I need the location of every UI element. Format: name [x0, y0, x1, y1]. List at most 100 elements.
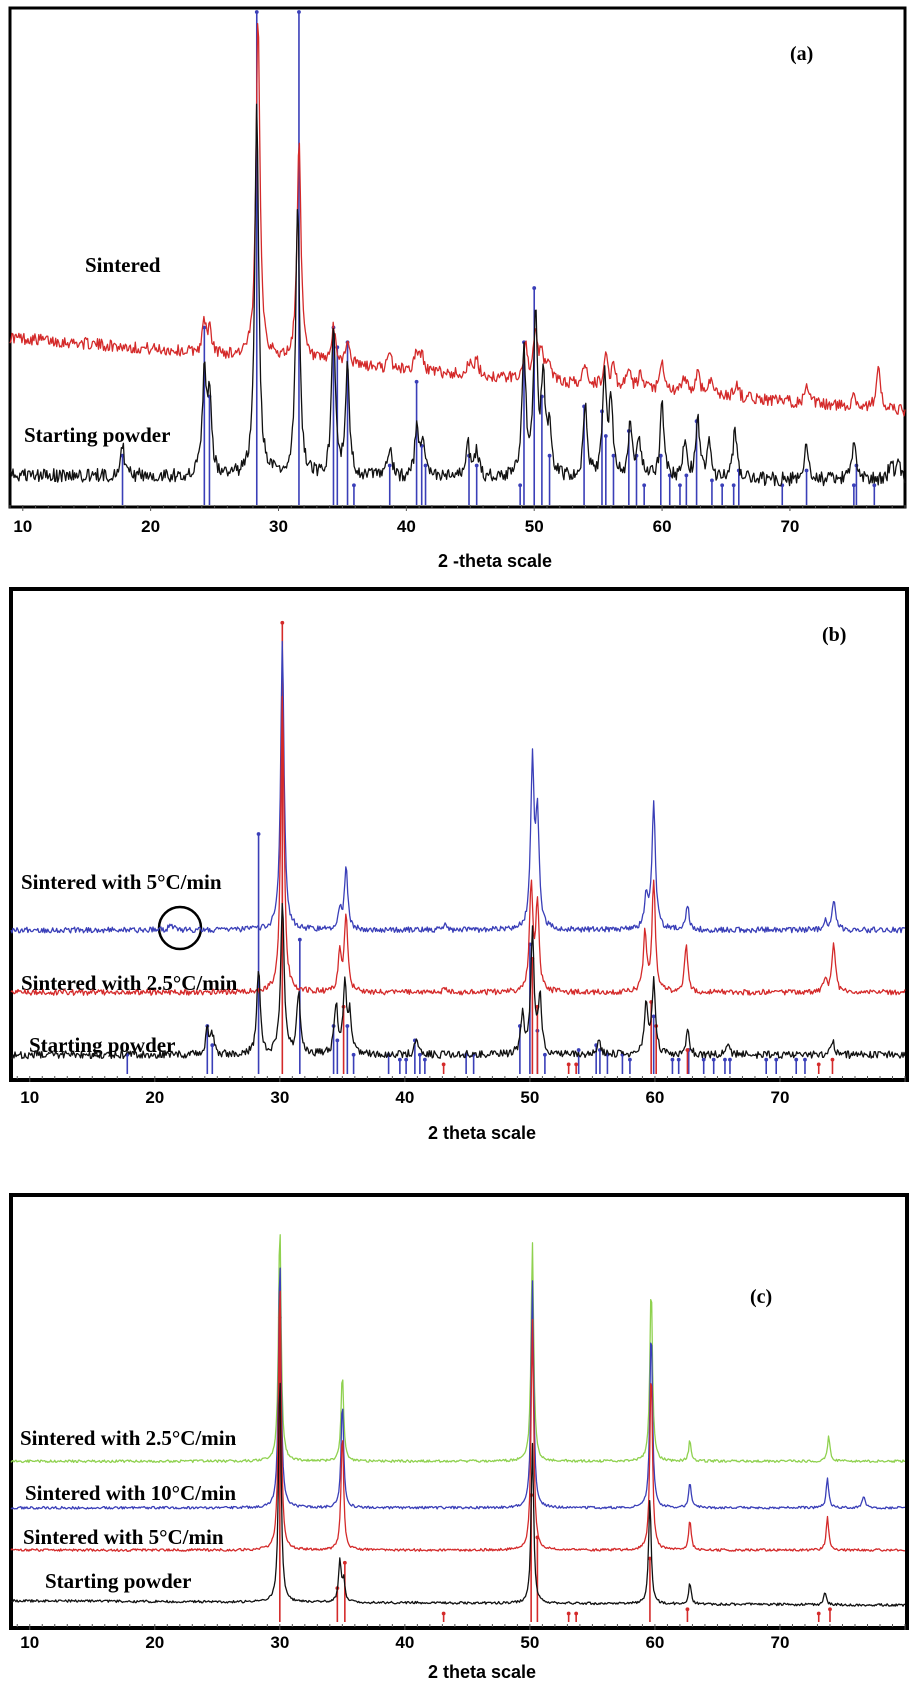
x-axis-label: 2 -theta scale: [438, 551, 552, 571]
reference-line-marker: [723, 1057, 727, 1062]
panel-a: (a) Sintered Starting powder 2 -theta sc…: [0, 0, 915, 580]
reference-line-marker: [351, 1052, 356, 1057]
reference-line-marker: [804, 468, 809, 473]
reference-line-marker: [803, 1057, 807, 1062]
reference-line-marker: [676, 1057, 681, 1062]
series-line: [10, 1234, 905, 1464]
xrd-chart-c: (c) Sintered with 2.5°C/min Sintered wit…: [9, 1193, 909, 1682]
reference-line-marker: [603, 434, 608, 438]
series-line: [10, 695, 906, 996]
series-label-sintered-2-5: Sintered with 2.5°C/min: [20, 1426, 237, 1450]
reference-line-marker: [828, 1607, 832, 1612]
reference-line-marker: [566, 1062, 571, 1067]
reference-line-marker: [794, 1057, 799, 1062]
reference-line-marker: [628, 1057, 632, 1062]
x-tick-label: 60: [645, 1633, 664, 1652]
reference-line-marker: [711, 1057, 716, 1062]
x-tick-label: 70: [771, 1088, 790, 1107]
reference-line-marker: [701, 1057, 706, 1062]
reference-line-marker: [678, 483, 682, 488]
panel-label: (b): [822, 624, 846, 646]
reference-line-marker: [648, 1556, 652, 1561]
x-tick-label: 60: [653, 517, 672, 536]
x-tick-label: 30: [270, 1633, 289, 1652]
reference-line-marker: [574, 1611, 579, 1616]
reference-line-marker: [774, 1057, 779, 1062]
x-tick-label: 20: [145, 1088, 164, 1107]
x-axis-label: 2 theta scale: [428, 1123, 536, 1143]
series-line: [10, 1290, 906, 1552]
x-tick-label: 50: [520, 1088, 539, 1107]
x-tick-label: 40: [397, 517, 416, 536]
x-tick-label: 70: [780, 517, 799, 536]
series-line: [9, 103, 906, 487]
reference-line-marker: [423, 463, 428, 468]
reference-line-marker: [474, 463, 479, 468]
reference-line-marker: [417, 1052, 422, 1057]
x-tick-label: 20: [145, 1633, 164, 1652]
series-label-sintered-5: Sintered with 5°C/min: [23, 1525, 224, 1549]
x-tick-label: 30: [270, 1088, 289, 1107]
reference-line-marker: [764, 1057, 769, 1062]
reference-line-marker: [685, 1607, 690, 1612]
reference-line-marker: [684, 473, 689, 478]
reference-line-marker: [685, 1048, 690, 1052]
xrd-chart-b: (b) Sintered with 5°C/min Sintered with …: [9, 587, 909, 1143]
series-line: [10, 640, 906, 934]
reference-line-marker: [872, 483, 877, 488]
reference-line-marker: [254, 10, 259, 14]
x-tick-label: 10: [13, 517, 32, 536]
series-line: [10, 1382, 906, 1607]
x-tick-label: 10: [20, 1088, 39, 1107]
reference-line-marker: [352, 483, 356, 488]
reference-line-marker: [414, 379, 419, 384]
reference-line-marker: [816, 1062, 821, 1067]
panel-b: (b) Sintered with 5°C/min Sintered with …: [0, 582, 915, 1172]
series-label-sintered-10: Sintered with 10°C/min: [25, 1481, 236, 1505]
panel-label: (a): [790, 43, 813, 65]
x-tick-label: 10: [20, 1633, 39, 1652]
reference-line-marker: [280, 620, 285, 625]
reference-line-marker: [566, 1611, 571, 1616]
reference-line-marker: [651, 1014, 656, 1019]
reference-line-marker: [256, 832, 261, 836]
reference-line-marker: [387, 463, 392, 468]
plot-frame: [9, 1193, 909, 1630]
reference-line-marker: [532, 286, 537, 290]
reference-line-marker: [611, 453, 616, 458]
reference-line-marker: [830, 1057, 835, 1062]
x-tick-label: 50: [520, 1633, 539, 1652]
reference-line-marker: [542, 1052, 547, 1057]
reference-line-marker: [210, 1043, 215, 1048]
x-tick-label: 30: [269, 517, 288, 536]
x-axis-label: 2 theta scale: [428, 1662, 536, 1682]
series-line: [10, 1267, 905, 1510]
x-tick-label: 40: [395, 1633, 414, 1652]
reference-line-marker: [202, 325, 207, 330]
reference-line-marker: [441, 1062, 446, 1067]
reference-line-marker: [342, 1560, 347, 1565]
reference-line-marker: [441, 1611, 446, 1616]
reference-line-marker: [297, 937, 302, 942]
series-label-starting-powder: Starting powder: [24, 423, 170, 447]
reference-line-marker: [518, 483, 523, 488]
panel-label: (c): [750, 1286, 772, 1308]
reference-line-marker: [397, 1057, 402, 1062]
x-tick-label: 40: [395, 1088, 414, 1107]
reference-line-marker: [642, 483, 647, 488]
reference-line-marker: [576, 1048, 581, 1052]
series-label-sintered: Sintered: [85, 253, 161, 277]
reference-line-marker: [335, 1038, 340, 1043]
reference-line-marker: [670, 1057, 675, 1062]
reference-line-marker: [574, 1062, 579, 1067]
reference-line-marker: [547, 453, 552, 458]
reference-line-marker: [728, 1057, 732, 1062]
panel-c: (c) Sintered with 2.5°C/min Sintered wit…: [0, 1182, 915, 1688]
x-tick-label: 60: [645, 1088, 664, 1107]
reference-line-marker: [422, 1057, 427, 1062]
reference-line-marker: [851, 483, 856, 488]
xrd-chart-a: (a) Sintered Starting powder 2 -theta sc…: [8, 6, 907, 571]
series-label-sintered-5: Sintered with 5°C/min: [21, 870, 222, 894]
reference-line-marker: [720, 483, 725, 488]
series-line: [9, 22, 906, 417]
